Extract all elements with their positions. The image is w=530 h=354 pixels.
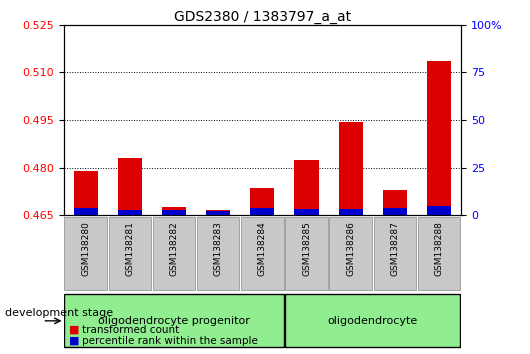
Text: oligodendrocyte progenitor: oligodendrocyte progenitor [98, 316, 250, 326]
FancyBboxPatch shape [418, 217, 460, 290]
Text: percentile rank within the sample: percentile rank within the sample [82, 336, 258, 346]
FancyBboxPatch shape [109, 217, 151, 290]
Bar [118, 210, 142, 215]
FancyBboxPatch shape [153, 217, 195, 290]
Text: GSM138288: GSM138288 [435, 221, 444, 276]
Text: GSM138287: GSM138287 [391, 221, 399, 276]
FancyBboxPatch shape [285, 217, 328, 290]
Bar [383, 209, 407, 215]
Text: oligodendrocyte: oligodendrocyte [328, 316, 418, 326]
Bar [74, 171, 98, 215]
Text: GSM138286: GSM138286 [346, 221, 355, 276]
Text: GSM138280: GSM138280 [81, 221, 90, 276]
Text: ■: ■ [69, 325, 80, 335]
Text: development stage: development stage [5, 308, 113, 318]
FancyBboxPatch shape [374, 217, 416, 290]
FancyBboxPatch shape [330, 217, 372, 290]
Text: GSM138284: GSM138284 [258, 221, 267, 276]
Bar [383, 190, 407, 215]
FancyBboxPatch shape [285, 294, 460, 348]
FancyBboxPatch shape [241, 217, 284, 290]
Text: GSM138285: GSM138285 [302, 221, 311, 276]
Bar [162, 210, 186, 215]
FancyBboxPatch shape [65, 294, 284, 348]
Bar [74, 209, 98, 215]
Text: ■: ■ [69, 336, 80, 346]
Bar [118, 158, 142, 215]
Bar [206, 211, 231, 215]
Bar [339, 210, 363, 215]
Bar [294, 160, 319, 215]
Bar [427, 61, 451, 215]
Bar [250, 209, 275, 215]
Bar [339, 121, 363, 215]
Bar [162, 207, 186, 215]
Bar [294, 210, 319, 215]
Text: GSM138281: GSM138281 [126, 221, 134, 276]
Text: transformed count: transformed count [82, 325, 179, 335]
Bar [427, 206, 451, 215]
FancyBboxPatch shape [65, 217, 107, 290]
Text: GSM138283: GSM138283 [214, 221, 223, 276]
FancyBboxPatch shape [197, 217, 240, 290]
Bar [206, 210, 231, 215]
Title: GDS2380 / 1383797_a_at: GDS2380 / 1383797_a_at [174, 10, 351, 24]
Bar [250, 188, 275, 215]
Text: GSM138282: GSM138282 [170, 221, 179, 276]
